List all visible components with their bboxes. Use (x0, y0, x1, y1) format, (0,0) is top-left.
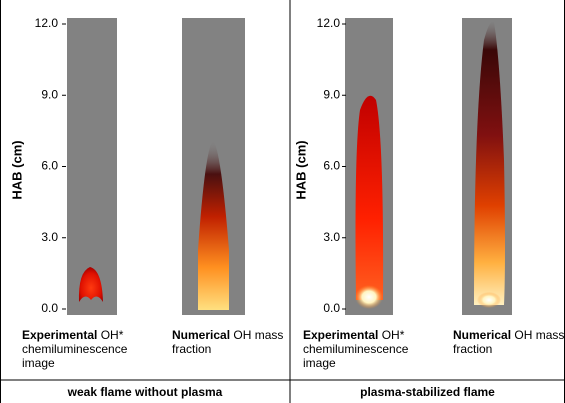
y-tick-label: 6.0 (41, 159, 58, 173)
y-tick-label: 6.0 (323, 159, 340, 173)
caption-bold: Experimental (22, 328, 98, 342)
caption: Numerical OH mass fraction (453, 328, 565, 356)
caption-bold: Experimental (303, 328, 379, 342)
y-tick-label: 0.0 (323, 301, 340, 315)
caption-text: OH* chemiluminescence image (303, 328, 409, 370)
flame (78, 267, 103, 302)
caption: Experimental OH* chemiluminescence image (303, 328, 431, 370)
flame-base (355, 285, 383, 309)
caption: Experimental OH* chemiluminescence image (22, 328, 150, 370)
flame-base (477, 292, 501, 308)
flame (198, 140, 229, 310)
caption-text: OH* chemiluminescence image (22, 328, 128, 370)
y-tick-label: 12.0 (35, 16, 59, 30)
caption: Numerical OH mass fraction (172, 328, 300, 356)
footer-label: weak flame without plasma (67, 385, 223, 399)
caption-text: OH mass fraction (453, 328, 565, 356)
y-tick-label: 3.0 (323, 230, 340, 244)
y-axis-label: HAB (cm) (9, 140, 24, 199)
y-axis-label: HAB (cm) (293, 140, 308, 199)
flame (474, 21, 505, 306)
y-tick-label: 0.0 (41, 301, 58, 315)
caption-bold: Numerical (453, 328, 512, 342)
y-tick-label: 9.0 (41, 87, 58, 101)
y-tick-label: 12.0 (317, 16, 341, 30)
image (67, 18, 117, 315)
y-tick-label: 3.0 (41, 230, 58, 244)
flame (355, 95, 384, 300)
footer-label: plasma-stabilized flame (360, 385, 495, 399)
y-tick-label: 9.0 (323, 87, 340, 101)
caption-text: OH mass fraction (172, 328, 284, 356)
caption-bold: Numerical (172, 328, 231, 342)
